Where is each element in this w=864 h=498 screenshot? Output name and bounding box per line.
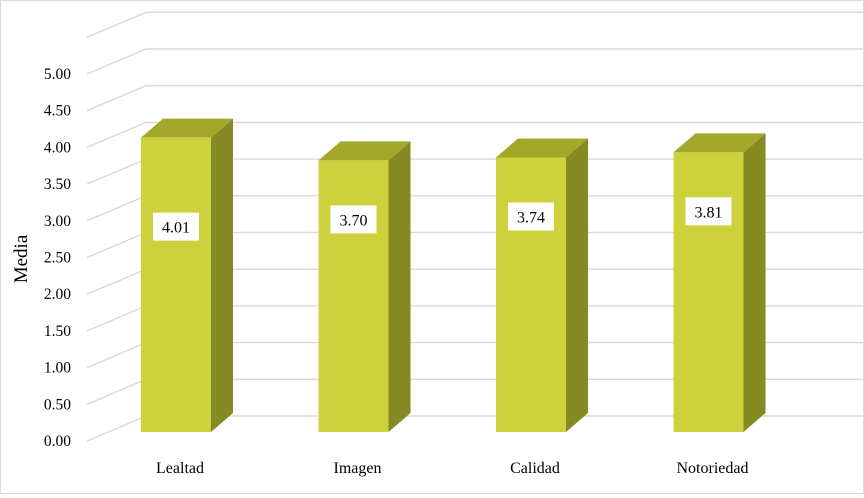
gridline-depth	[86, 378, 147, 405]
bar-side	[388, 141, 411, 433]
bar-top	[318, 141, 411, 161]
y-axis-title: Media	[11, 234, 32, 283]
y-tick-label: 4.50	[44, 103, 71, 120]
gridline-depth	[86, 268, 147, 295]
y-tick-label: 1.50	[44, 323, 71, 340]
data-label-box	[508, 202, 554, 231]
gridline-depth	[86, 231, 147, 259]
gridline-depth	[86, 305, 147, 332]
data-label-box	[330, 205, 377, 234]
gridline-depth	[86, 341, 147, 369]
gridline-depth	[86, 11, 147, 38]
bar	[496, 138, 588, 432]
bar-front	[673, 152, 744, 432]
x-tick-label: Notoriedad	[677, 460, 749, 477]
y-tick-label: 5.00	[44, 66, 71, 83]
data-label-text: 3.81	[695, 204, 723, 221]
data-label: 3.70	[330, 205, 377, 234]
data-label: 3.74	[508, 202, 554, 231]
gridline-depth	[86, 158, 147, 185]
x-tick-label: Lealtad	[156, 460, 204, 477]
data-label-box	[153, 212, 199, 241]
data-labels: 4.01 3.70 3.74 3.81	[153, 197, 732, 241]
bar-front	[496, 157, 566, 432]
y-tick-label: 0.50	[44, 396, 71, 413]
gridline-depth	[86, 48, 147, 75]
x-tick-label: Imagen	[334, 460, 382, 477]
bar-side	[211, 118, 233, 432]
gridline-depth	[86, 195, 147, 222]
bar-front	[318, 160, 389, 433]
x-tick-label: Calidad	[510, 460, 560, 477]
y-tick-label: 3.50	[44, 176, 71, 193]
bar-top	[673, 133, 766, 153]
gridline-depth	[86, 415, 147, 442]
x-tick-labels: Lealtad Imagen Calidad Notoriedad	[156, 460, 748, 477]
y-tick-label: 2.50	[44, 250, 71, 267]
bar	[141, 118, 233, 432]
y-tick-label: 3.00	[44, 213, 71, 230]
data-label: 4.01	[153, 212, 199, 241]
data-label-text: 3.74	[517, 209, 545, 226]
bar	[673, 133, 766, 432]
gridline-depth	[86, 121, 147, 149]
bar-side	[566, 138, 588, 432]
y-tick-labels: 0.00 0.50 1.00 1.50 2.00 2.50 3.00 3.50 4.00 4.50…	[44, 66, 71, 450]
y-tick-label: 0.00	[44, 433, 71, 450]
data-label-text: 4.01	[162, 220, 190, 237]
data-label-box	[685, 197, 732, 226]
bar-top	[141, 118, 233, 138]
bar-front	[141, 137, 211, 432]
y-tick-label: 1.00	[44, 360, 71, 377]
bar-side	[743, 133, 766, 432]
bars	[141, 118, 766, 433]
bar	[318, 141, 411, 433]
data-label-text: 3.70	[340, 212, 368, 229]
gridline-depth	[86, 85, 147, 112]
y-tick-label: 2.00	[44, 286, 71, 303]
bar-top	[496, 138, 588, 158]
y-tick-label: 4.00	[44, 139, 71, 156]
data-label: 3.81	[685, 197, 732, 226]
